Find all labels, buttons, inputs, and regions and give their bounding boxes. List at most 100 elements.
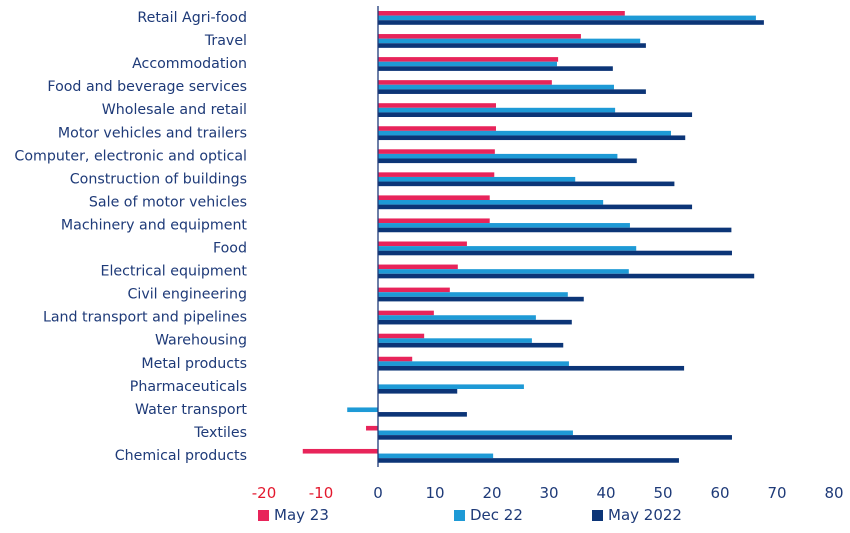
bar-may-23-textiles — [366, 425, 378, 431]
category-label-land-transport-and-pipelines: Land transport and pipelines — [43, 310, 247, 326]
bar-may-2022-metal-products — [378, 365, 685, 371]
bar-may-23-travel — [378, 34, 581, 39]
category-label-construction-of-buildings: Construction of buildings — [70, 171, 247, 187]
bar-may-2022-textiles — [378, 435, 732, 440]
category-label-accommodation: Accommodation — [132, 56, 247, 72]
bar-may-23-motor-vehicles-and-trailers — [378, 126, 496, 131]
x-tick-label-30: 30 — [539, 484, 558, 502]
legend-swatch-may-2022 — [592, 509, 603, 521]
legend-item-dec-22: Dec 22 — [454, 506, 592, 524]
category-label-textiles: Textiles — [193, 425, 247, 441]
bar-dec-22-warehousing — [378, 338, 532, 343]
bar-dec-22-construction-of-buildings — [378, 176, 576, 182]
category-label-pharmaceuticals: Pharmaceuticals — [130, 379, 247, 395]
category-label-travel: Travel — [204, 33, 247, 49]
bar-may-2022-civil-engineering — [378, 296, 584, 302]
category-label-warehousing: Warehousing — [155, 333, 247, 349]
legend: May 23 Dec 22 May 2022 — [258, 506, 682, 524]
category-label-sale-of-motor-vehicles: Sale of motor vehicles — [89, 194, 247, 210]
category-label-electrical-equipment: Electrical equipment — [101, 264, 248, 280]
bar-dec-22-motor-vehicles-and-trailers — [378, 130, 671, 136]
bar-may-2022-machinery-and-equipment — [378, 227, 732, 233]
x-tick-label-60: 60 — [710, 484, 729, 502]
category-labels: Retail Agri-food Travel Accommodation Food … — [14, 10, 247, 464]
bar-dec-22-retail-agri-food — [378, 15, 756, 21]
x-tick-label-40: 40 — [596, 484, 615, 502]
category-label-computer-electronic-and-optical: Computer, electronic and optical — [14, 148, 247, 164]
bar-may-23-food-and-beverage-services — [378, 80, 552, 85]
x-tick-label-10: 10 — [425, 484, 444, 502]
bars-layer — [302, 11, 764, 463]
bar-may-2022-computer-electronic-and-optical — [378, 158, 637, 164]
bar-may-23-metal-products — [378, 356, 413, 362]
x-tick-label-minus-20: -20 — [252, 484, 277, 502]
x-axis-tick-labels: -20 -10 0 10 20 30 40 50 60 70 80 — [252, 484, 844, 502]
bar-dec-22-wholesale-and-retail — [378, 107, 616, 113]
legend-label-dec-22: Dec 22 — [470, 506, 523, 524]
bar-may-23-sale-of-motor-vehicles — [378, 195, 490, 200]
bar-may-23-electrical-equipment — [378, 264, 458, 270]
category-label-food: Food — [213, 241, 247, 257]
bar-may-2022-retail-agri-food — [378, 20, 764, 25]
bar-dec-22-accommodation — [378, 61, 557, 67]
bar-may-2022-wholesale-and-retail — [378, 112, 693, 117]
bar-may-2022-accommodation — [378, 66, 613, 71]
bar-may-23-construction-of-buildings — [378, 172, 495, 177]
bar-may-2022-chemical-products — [378, 458, 679, 463]
x-tick-label-50: 50 — [653, 484, 672, 502]
bar-may-2022-land-transport-and-pipelines — [378, 319, 572, 325]
x-tick-label-minus-10: -10 — [309, 484, 334, 502]
legend-swatch-may-23 — [258, 509, 269, 521]
x-tick-label-0: 0 — [373, 484, 383, 502]
bar-may-23-computer-electronic-and-optical — [378, 149, 495, 154]
bar-may-2022-sale-of-motor-vehicles — [378, 204, 693, 210]
category-label-wholesale-and-retail: Wholesale and retail — [102, 102, 247, 118]
legend-item-may-2022: May 2022 — [592, 506, 682, 524]
legend-label-may-2022: May 2022 — [608, 506, 682, 524]
bar-may-2022-travel — [378, 43, 646, 48]
bar-may-23-wholesale-and-retail — [378, 103, 496, 108]
bar-dec-22-water-transport — [347, 407, 378, 413]
bar-may-23-food — [378, 241, 467, 247]
bar-dec-22-food-and-beverage-services — [378, 84, 614, 90]
bar-may-23-civil-engineering — [378, 287, 450, 293]
legend-swatch-dec-22 — [454, 509, 465, 521]
bar-dec-22-travel — [378, 38, 641, 44]
x-tick-label-70: 70 — [767, 484, 786, 502]
category-label-motor-vehicles-and-trailers: Motor vehicles and trailers — [58, 125, 247, 141]
category-label-water-transport: Water transport — [135, 402, 247, 418]
bar-dec-22-electrical-equipment — [378, 269, 629, 274]
bar-may-2022-warehousing — [378, 342, 564, 348]
category-label-retail-agri-food: Retail Agri-food — [137, 10, 247, 26]
legend-label-may-23: May 23 — [274, 506, 329, 524]
bar-dec-22-food — [378, 246, 637, 251]
bar-may-23-warehousing — [378, 333, 425, 339]
bar-dec-22-machinery-and-equipment — [378, 223, 630, 228]
bar-may-23-retail-agri-food — [378, 11, 625, 16]
bar-dec-22-land-transport-and-pipelines — [378, 315, 536, 320]
category-label-metal-products: Metal products — [141, 356, 247, 372]
bar-may-23-accommodation — [378, 57, 559, 62]
bar-dec-22-metal-products — [378, 361, 569, 366]
bar-dec-22-computer-electronic-and-optical — [378, 153, 618, 159]
bar-dec-22-chemical-products — [378, 453, 494, 459]
bar-dec-22-pharmaceuticals — [378, 384, 524, 389]
bar-dec-22-sale-of-motor-vehicles — [378, 200, 604, 205]
bar-may-2022-construction-of-buildings — [378, 181, 675, 187]
bar-may-23-chemical-products — [302, 448, 378, 454]
x-tick-label-20: 20 — [482, 484, 501, 502]
bar-may-23-machinery-and-equipment — [378, 218, 490, 224]
bar-may-23-land-transport-and-pipelines — [378, 310, 434, 316]
bar-may-2022-food-and-beverage-services — [378, 89, 646, 94]
x-tick-label-80: 80 — [824, 484, 843, 502]
bar-may-2022-water-transport — [378, 412, 467, 417]
bar-may-2022-food — [378, 250, 732, 256]
bar-may-2022-motor-vehicles-and-trailers — [378, 135, 686, 141]
category-label-civil-engineering: Civil engineering — [127, 287, 247, 303]
category-label-chemical-products: Chemical products — [115, 448, 247, 464]
bar-dec-22-civil-engineering — [378, 292, 568, 297]
category-label-food-and-beverage-services: Food and beverage services — [47, 79, 247, 95]
bar-dec-22-textiles — [378, 430, 573, 436]
category-label-machinery-and-equipment: Machinery and equipment — [61, 217, 248, 233]
